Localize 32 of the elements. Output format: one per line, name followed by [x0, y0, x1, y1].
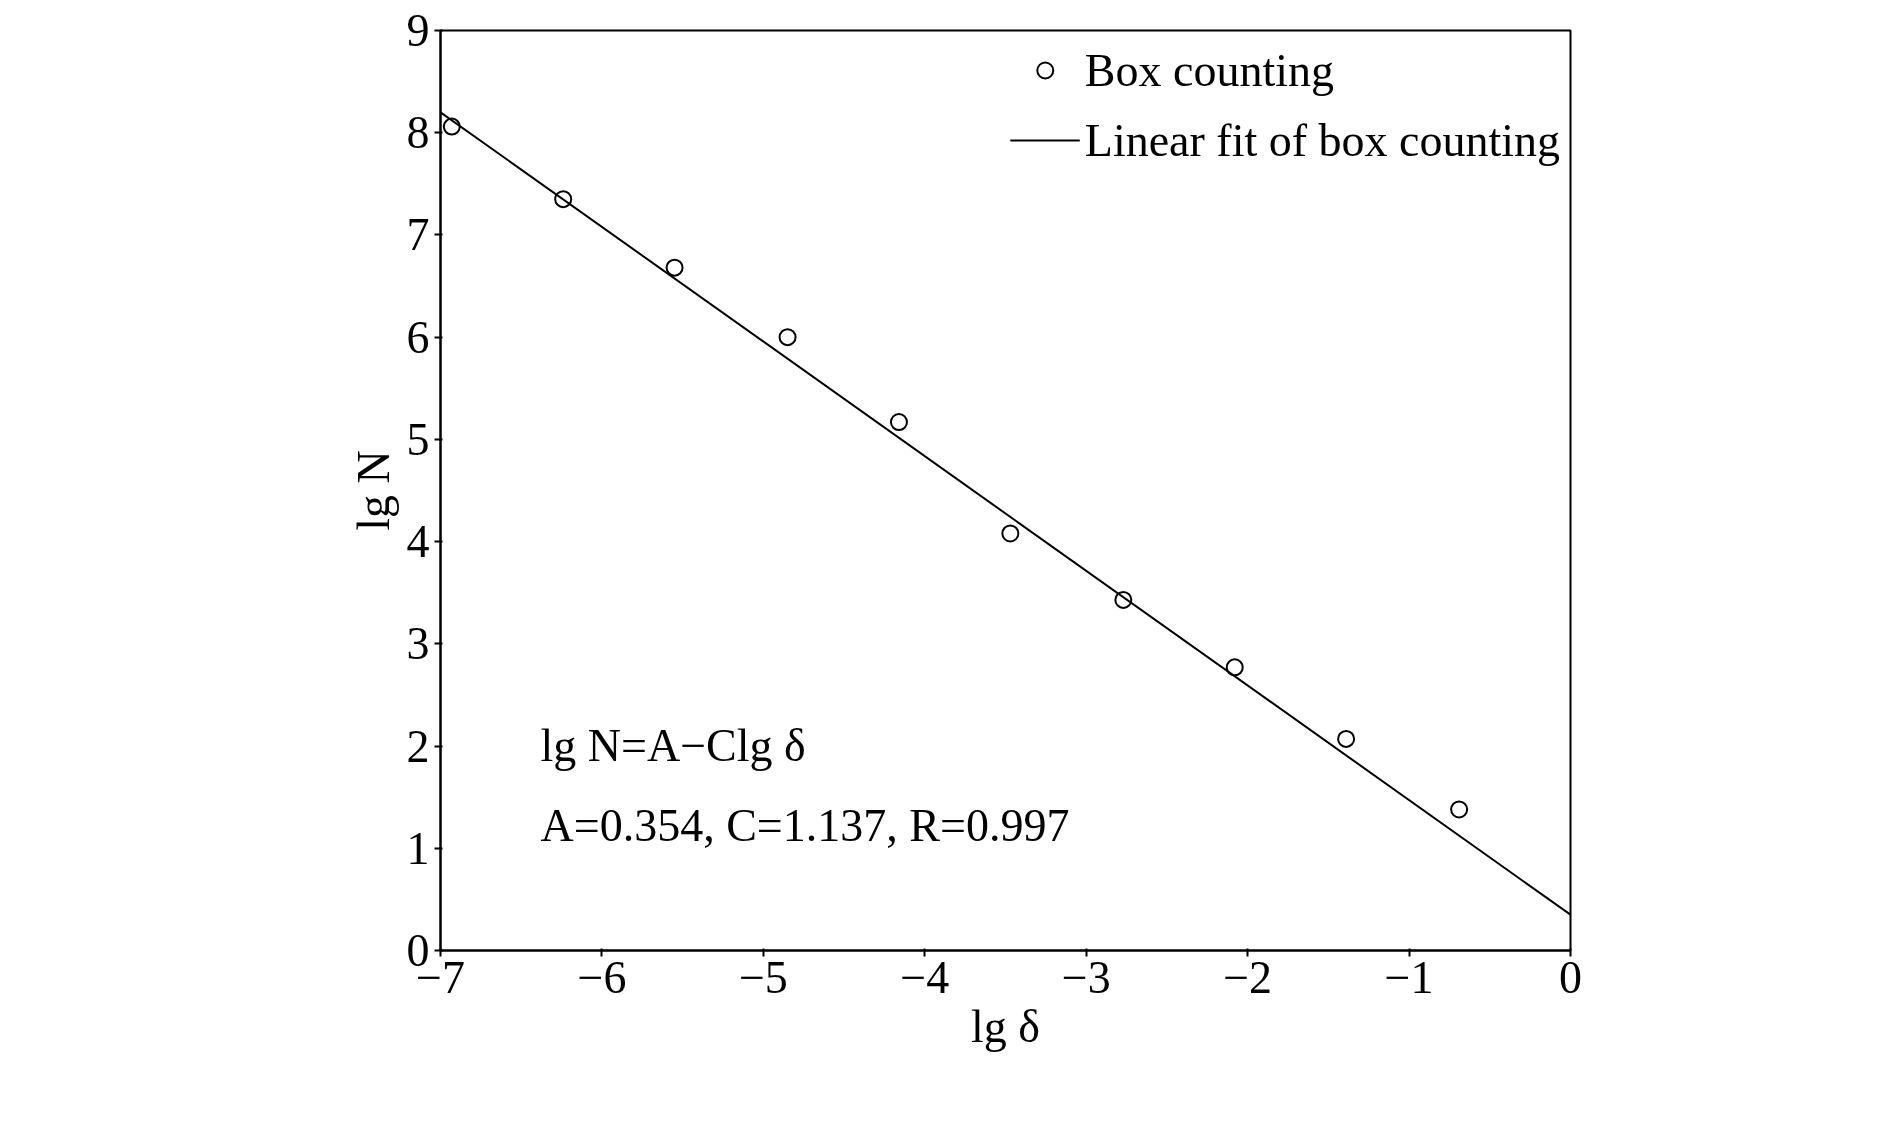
point: [665, 258, 684, 277]
point: [889, 413, 908, 431]
y-tick-label: 7: [406, 209, 430, 261]
x-tick-label: −2: [1223, 951, 1273, 1003]
y-axis-title: lg N: [347, 450, 399, 531]
y-tick-label: 9: [406, 5, 430, 56]
x-tick-label: 0: [1559, 951, 1582, 1003]
point: [1114, 590, 1133, 609]
y-tick-label: 4: [406, 516, 430, 568]
point: [442, 117, 461, 136]
point: [1337, 729, 1356, 748]
legend-label: Box counting: [1084, 43, 1334, 98]
point: [778, 328, 797, 347]
point: [554, 190, 573, 209]
point: [1001, 524, 1020, 543]
x-tick-label: −1: [1384, 951, 1434, 1003]
y-tick-label: 2: [406, 720, 430, 772]
y-tick-label: 1: [406, 822, 430, 874]
x-tick-label: −4: [900, 951, 950, 1003]
x-tick-label: −5: [738, 951, 788, 1003]
legend-label: Linear fit of box counting: [1084, 113, 1560, 168]
y-tick-label: 5: [406, 413, 430, 465]
x-tick-label: −6: [577, 951, 627, 1003]
annotation: A=0.354, C=1.137, R=0.997: [540, 799, 1070, 851]
y-tick-label: 3: [406, 618, 430, 670]
x-axis-title: lg δ: [971, 1000, 1040, 1052]
annotation: lg N=A−Clg δ: [540, 719, 806, 771]
y-tick-label: 8: [406, 107, 430, 159]
point: [1450, 800, 1469, 819]
point: [1225, 658, 1244, 677]
x-tick-label: −3: [1061, 951, 1111, 1003]
y-tick-label: 6: [406, 311, 430, 363]
